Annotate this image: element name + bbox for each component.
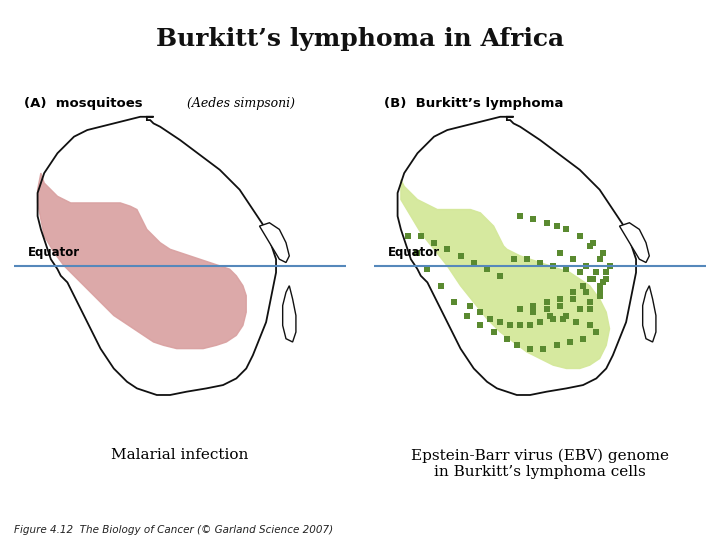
Point	[551, 341, 562, 349]
Point	[534, 258, 546, 267]
Point	[464, 301, 476, 310]
Point	[402, 232, 413, 240]
Point	[524, 345, 536, 353]
Point	[574, 232, 585, 240]
Polygon shape	[401, 180, 610, 368]
Point	[508, 255, 519, 264]
Point	[544, 311, 556, 320]
Point	[577, 281, 589, 290]
Point	[567, 255, 579, 264]
Point	[584, 298, 595, 307]
Text: (Aedes simpsoni): (Aedes simpsoni)	[186, 97, 294, 110]
Point	[561, 225, 572, 234]
Point	[422, 265, 433, 273]
Point	[604, 261, 616, 270]
Point	[584, 321, 595, 330]
Point	[468, 258, 480, 267]
Point	[594, 281, 606, 290]
Point	[474, 321, 486, 330]
Point	[554, 248, 566, 257]
Point	[428, 238, 440, 247]
Point	[554, 295, 566, 303]
Point	[588, 275, 599, 284]
Point	[488, 328, 500, 336]
Point	[505, 321, 516, 330]
Point	[561, 265, 572, 273]
Point	[481, 265, 492, 273]
Point	[588, 238, 599, 247]
Point	[584, 275, 595, 284]
Point	[574, 305, 585, 313]
Point	[594, 288, 606, 296]
Point	[551, 222, 562, 231]
Point	[561, 311, 572, 320]
Point	[541, 305, 552, 313]
Point	[571, 318, 582, 327]
Text: Equator: Equator	[387, 246, 440, 259]
Text: Malarial infection: Malarial infection	[112, 448, 248, 462]
Point	[541, 298, 552, 307]
Point	[574, 268, 585, 277]
Point	[524, 321, 536, 330]
Point	[435, 281, 446, 290]
Point	[577, 334, 589, 343]
Text: Epstein-Barr virus (EBV) genome
in Burkitt’s lymphoma cells: Epstein-Barr virus (EBV) genome in Burki…	[411, 448, 669, 479]
Point	[455, 252, 467, 260]
Point	[538, 345, 549, 353]
Text: Figure 4.12  The Biology of Cancer (© Garland Science 2007): Figure 4.12 The Biology of Cancer (© Gar…	[14, 524, 333, 535]
Point	[580, 261, 592, 270]
Point	[534, 318, 546, 327]
Point	[501, 334, 513, 343]
Text: (B)  Burkitt’s lymphoma: (B) Burkitt’s lymphoma	[384, 97, 564, 110]
Point	[567, 295, 579, 303]
Point	[474, 308, 486, 316]
Point	[448, 298, 459, 307]
Point	[594, 255, 606, 264]
Point	[590, 268, 602, 277]
Text: (A)  mosquitoes: (A) mosquitoes	[24, 97, 143, 110]
Point	[514, 305, 526, 313]
Polygon shape	[37, 173, 246, 349]
Point	[590, 328, 602, 336]
Polygon shape	[643, 286, 656, 342]
Point	[594, 291, 606, 300]
Polygon shape	[619, 223, 649, 262]
Point	[557, 314, 569, 323]
Point	[528, 215, 539, 224]
Point	[495, 318, 506, 327]
Point	[415, 232, 426, 240]
Point	[597, 278, 608, 287]
Point	[521, 255, 533, 264]
Point	[554, 301, 566, 310]
Point	[564, 338, 575, 346]
Point	[528, 308, 539, 316]
Point	[600, 275, 612, 284]
Point	[547, 261, 559, 270]
Point	[511, 341, 523, 349]
Point	[600, 268, 612, 277]
Point	[485, 314, 496, 323]
Point	[441, 245, 453, 254]
Text: Burkitt’s lymphoma in Africa: Burkitt’s lymphoma in Africa	[156, 27, 564, 51]
Polygon shape	[283, 286, 296, 342]
Point	[514, 212, 526, 220]
Point	[412, 248, 423, 257]
Point	[584, 305, 595, 313]
Polygon shape	[259, 223, 289, 262]
Point	[597, 248, 608, 257]
Point	[547, 314, 559, 323]
Point	[584, 241, 595, 250]
Point	[462, 311, 473, 320]
Point	[495, 272, 506, 280]
Point	[580, 288, 592, 296]
Point	[567, 288, 579, 296]
Point	[514, 321, 526, 330]
Point	[528, 301, 539, 310]
Point	[541, 219, 552, 227]
Text: Equator: Equator	[27, 246, 80, 259]
